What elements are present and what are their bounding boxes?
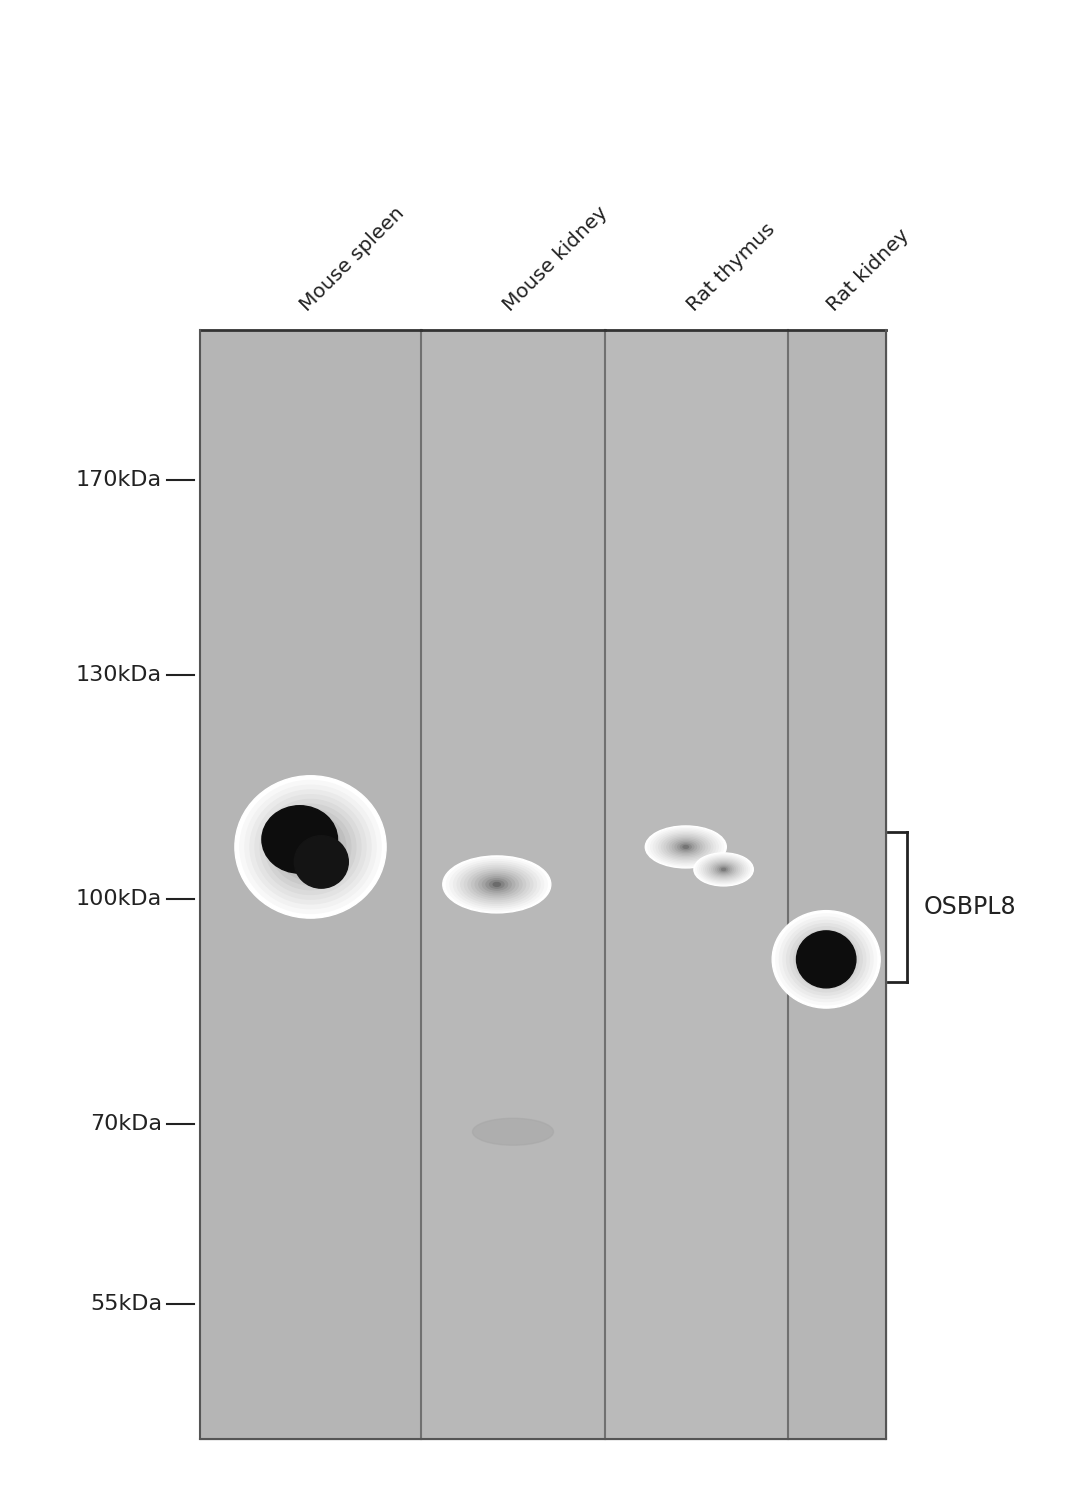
Ellipse shape <box>670 838 702 856</box>
Ellipse shape <box>714 863 733 875</box>
Ellipse shape <box>693 853 754 886</box>
Ellipse shape <box>717 866 730 872</box>
Ellipse shape <box>661 835 711 859</box>
Ellipse shape <box>794 929 859 989</box>
Ellipse shape <box>704 859 743 880</box>
Ellipse shape <box>281 818 341 875</box>
Ellipse shape <box>775 914 877 1004</box>
Text: Mouse spleen: Mouse spleen <box>297 204 408 315</box>
Ellipse shape <box>266 803 356 889</box>
Ellipse shape <box>815 950 837 970</box>
Ellipse shape <box>786 923 866 995</box>
Ellipse shape <box>678 842 693 851</box>
Ellipse shape <box>461 865 532 904</box>
Text: 100kDa: 100kDa <box>76 889 162 910</box>
Ellipse shape <box>255 794 366 899</box>
Ellipse shape <box>656 832 715 862</box>
Ellipse shape <box>664 836 707 857</box>
Ellipse shape <box>240 781 381 913</box>
Ellipse shape <box>659 833 713 860</box>
Ellipse shape <box>706 859 742 880</box>
Ellipse shape <box>797 934 855 985</box>
Ellipse shape <box>468 869 526 899</box>
Text: 130kDa: 130kDa <box>76 664 162 685</box>
Ellipse shape <box>478 875 515 893</box>
Ellipse shape <box>653 830 718 863</box>
Ellipse shape <box>443 856 551 913</box>
Ellipse shape <box>275 814 346 880</box>
Text: 55kDa: 55kDa <box>90 1294 162 1315</box>
Ellipse shape <box>464 868 529 901</box>
Ellipse shape <box>808 943 845 976</box>
Ellipse shape <box>475 872 518 896</box>
Text: 70kDa: 70kDa <box>90 1114 162 1135</box>
Bar <box>788 330 886 1439</box>
Ellipse shape <box>306 842 315 851</box>
Ellipse shape <box>472 871 522 898</box>
Ellipse shape <box>719 868 728 871</box>
Ellipse shape <box>294 836 348 887</box>
Ellipse shape <box>823 956 829 962</box>
Ellipse shape <box>700 856 747 883</box>
Bar <box>421 330 605 1439</box>
Ellipse shape <box>780 917 873 1001</box>
Ellipse shape <box>791 926 862 992</box>
Ellipse shape <box>667 836 704 857</box>
Ellipse shape <box>672 839 700 854</box>
Text: 170kDa: 170kDa <box>76 469 162 490</box>
Ellipse shape <box>483 877 511 892</box>
Ellipse shape <box>796 931 855 988</box>
Bar <box>605 330 788 1439</box>
Text: Rat kidney: Rat kidney <box>824 225 913 315</box>
Ellipse shape <box>680 844 691 850</box>
Ellipse shape <box>270 809 351 884</box>
Ellipse shape <box>454 862 540 907</box>
Ellipse shape <box>710 862 738 877</box>
Ellipse shape <box>683 845 689 848</box>
Ellipse shape <box>675 841 697 853</box>
Text: Mouse kidney: Mouse kidney <box>500 202 611 315</box>
Ellipse shape <box>486 878 508 890</box>
Ellipse shape <box>707 860 740 878</box>
Ellipse shape <box>300 838 321 856</box>
Ellipse shape <box>648 827 724 866</box>
Ellipse shape <box>494 883 500 886</box>
Ellipse shape <box>801 937 851 982</box>
Ellipse shape <box>646 826 726 868</box>
Ellipse shape <box>716 865 731 874</box>
Ellipse shape <box>450 860 543 908</box>
Ellipse shape <box>446 857 548 911</box>
Ellipse shape <box>285 823 336 871</box>
Ellipse shape <box>702 857 745 881</box>
Ellipse shape <box>457 863 537 905</box>
Ellipse shape <box>812 946 840 973</box>
Ellipse shape <box>245 785 376 908</box>
Ellipse shape <box>819 953 834 965</box>
Ellipse shape <box>805 940 848 979</box>
Ellipse shape <box>783 920 869 998</box>
Ellipse shape <box>296 833 326 860</box>
Text: OSBPL8: OSBPL8 <box>923 895 1016 919</box>
Ellipse shape <box>235 776 387 917</box>
Ellipse shape <box>260 799 361 895</box>
Ellipse shape <box>772 911 880 1009</box>
Ellipse shape <box>721 868 726 871</box>
Ellipse shape <box>650 829 721 865</box>
Ellipse shape <box>698 854 750 884</box>
Ellipse shape <box>249 790 372 904</box>
Ellipse shape <box>261 806 337 872</box>
Bar <box>200 330 421 1439</box>
Ellipse shape <box>291 827 330 866</box>
Ellipse shape <box>696 854 752 884</box>
Ellipse shape <box>489 880 504 889</box>
Ellipse shape <box>473 1118 554 1145</box>
Ellipse shape <box>712 863 735 875</box>
Text: Rat thymus: Rat thymus <box>684 219 779 315</box>
